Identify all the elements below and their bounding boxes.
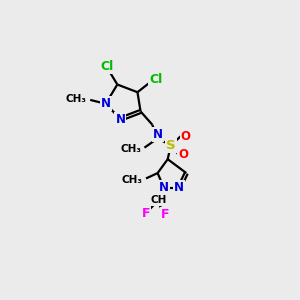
Text: F: F <box>142 207 150 220</box>
Text: S: S <box>166 139 175 152</box>
Text: O: O <box>181 130 190 142</box>
Text: N: N <box>116 113 125 126</box>
Text: CH₃: CH₃ <box>122 175 143 185</box>
Text: CH₃: CH₃ <box>120 144 141 154</box>
Text: N: N <box>153 128 163 141</box>
Text: N: N <box>159 181 169 194</box>
Text: F: F <box>161 208 170 221</box>
Text: CH: CH <box>150 195 167 205</box>
Text: N: N <box>101 97 111 110</box>
Text: Cl: Cl <box>100 59 114 73</box>
Text: Cl: Cl <box>149 74 163 86</box>
Text: N: N <box>174 181 184 194</box>
Text: O: O <box>178 148 188 161</box>
Text: CH₃: CH₃ <box>65 94 86 104</box>
